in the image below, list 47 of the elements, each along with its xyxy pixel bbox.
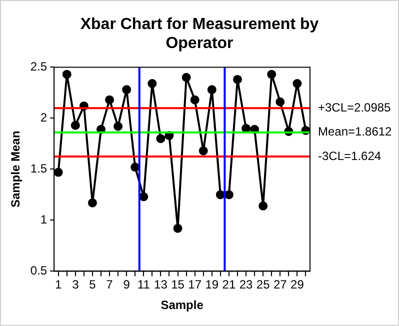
x-tick-label: 21 <box>222 278 236 292</box>
x-tick-label: 29 <box>290 278 304 292</box>
point <box>267 70 276 79</box>
point <box>54 168 63 177</box>
ref-line-label: +3CL=2.0985 <box>318 100 392 114</box>
ref-line-label: -3CL=1.624 <box>318 148 382 163</box>
x-tick-label: 1 <box>55 278 62 292</box>
point <box>156 134 166 144</box>
point <box>139 192 148 202</box>
y-tick-label: 2.5 <box>30 60 48 74</box>
x-tick-label: 25 <box>256 278 270 292</box>
x-tick-label: 17 <box>188 278 202 292</box>
point <box>198 146 208 156</box>
x-tick-label: 23 <box>239 278 254 292</box>
x-tick-label: 19 <box>205 278 219 292</box>
x-tick-label: 5 <box>89 278 96 292</box>
point <box>258 201 268 210</box>
y-axis-title: Sample Mean <box>8 130 23 208</box>
x-tick-label: 11 <box>137 278 150 292</box>
point <box>70 120 80 130</box>
point <box>114 122 123 131</box>
point <box>88 198 97 208</box>
chart-title: Xbar Chart for Measurement by Operator <box>79 15 320 54</box>
x-tick-label: 9 <box>123 278 130 292</box>
point <box>105 95 114 104</box>
y-tick-label: 0.5 <box>30 264 48 278</box>
point <box>148 79 157 88</box>
ref-line-label: Mean=1.8612 <box>318 124 392 139</box>
point <box>190 95 200 104</box>
point <box>292 79 302 88</box>
point <box>62 70 72 79</box>
x-axis-title: Sample <box>160 298 204 312</box>
x-tick-label: 13 <box>154 278 168 292</box>
point <box>232 74 242 84</box>
x-tick-label: 15 <box>171 278 185 292</box>
point <box>182 72 191 82</box>
y-tick-label: 2 <box>40 110 48 125</box>
x-tick-label: 27 <box>273 278 288 292</box>
point <box>173 224 182 233</box>
point <box>216 190 225 200</box>
y-tick-label: 1 <box>40 212 48 227</box>
point <box>276 97 285 106</box>
point <box>207 85 216 94</box>
y-tick-label: 1.5 <box>30 162 48 176</box>
x-tick-label: 7 <box>106 278 114 292</box>
x-tick-label: 3 <box>72 278 80 292</box>
point <box>122 85 132 94</box>
